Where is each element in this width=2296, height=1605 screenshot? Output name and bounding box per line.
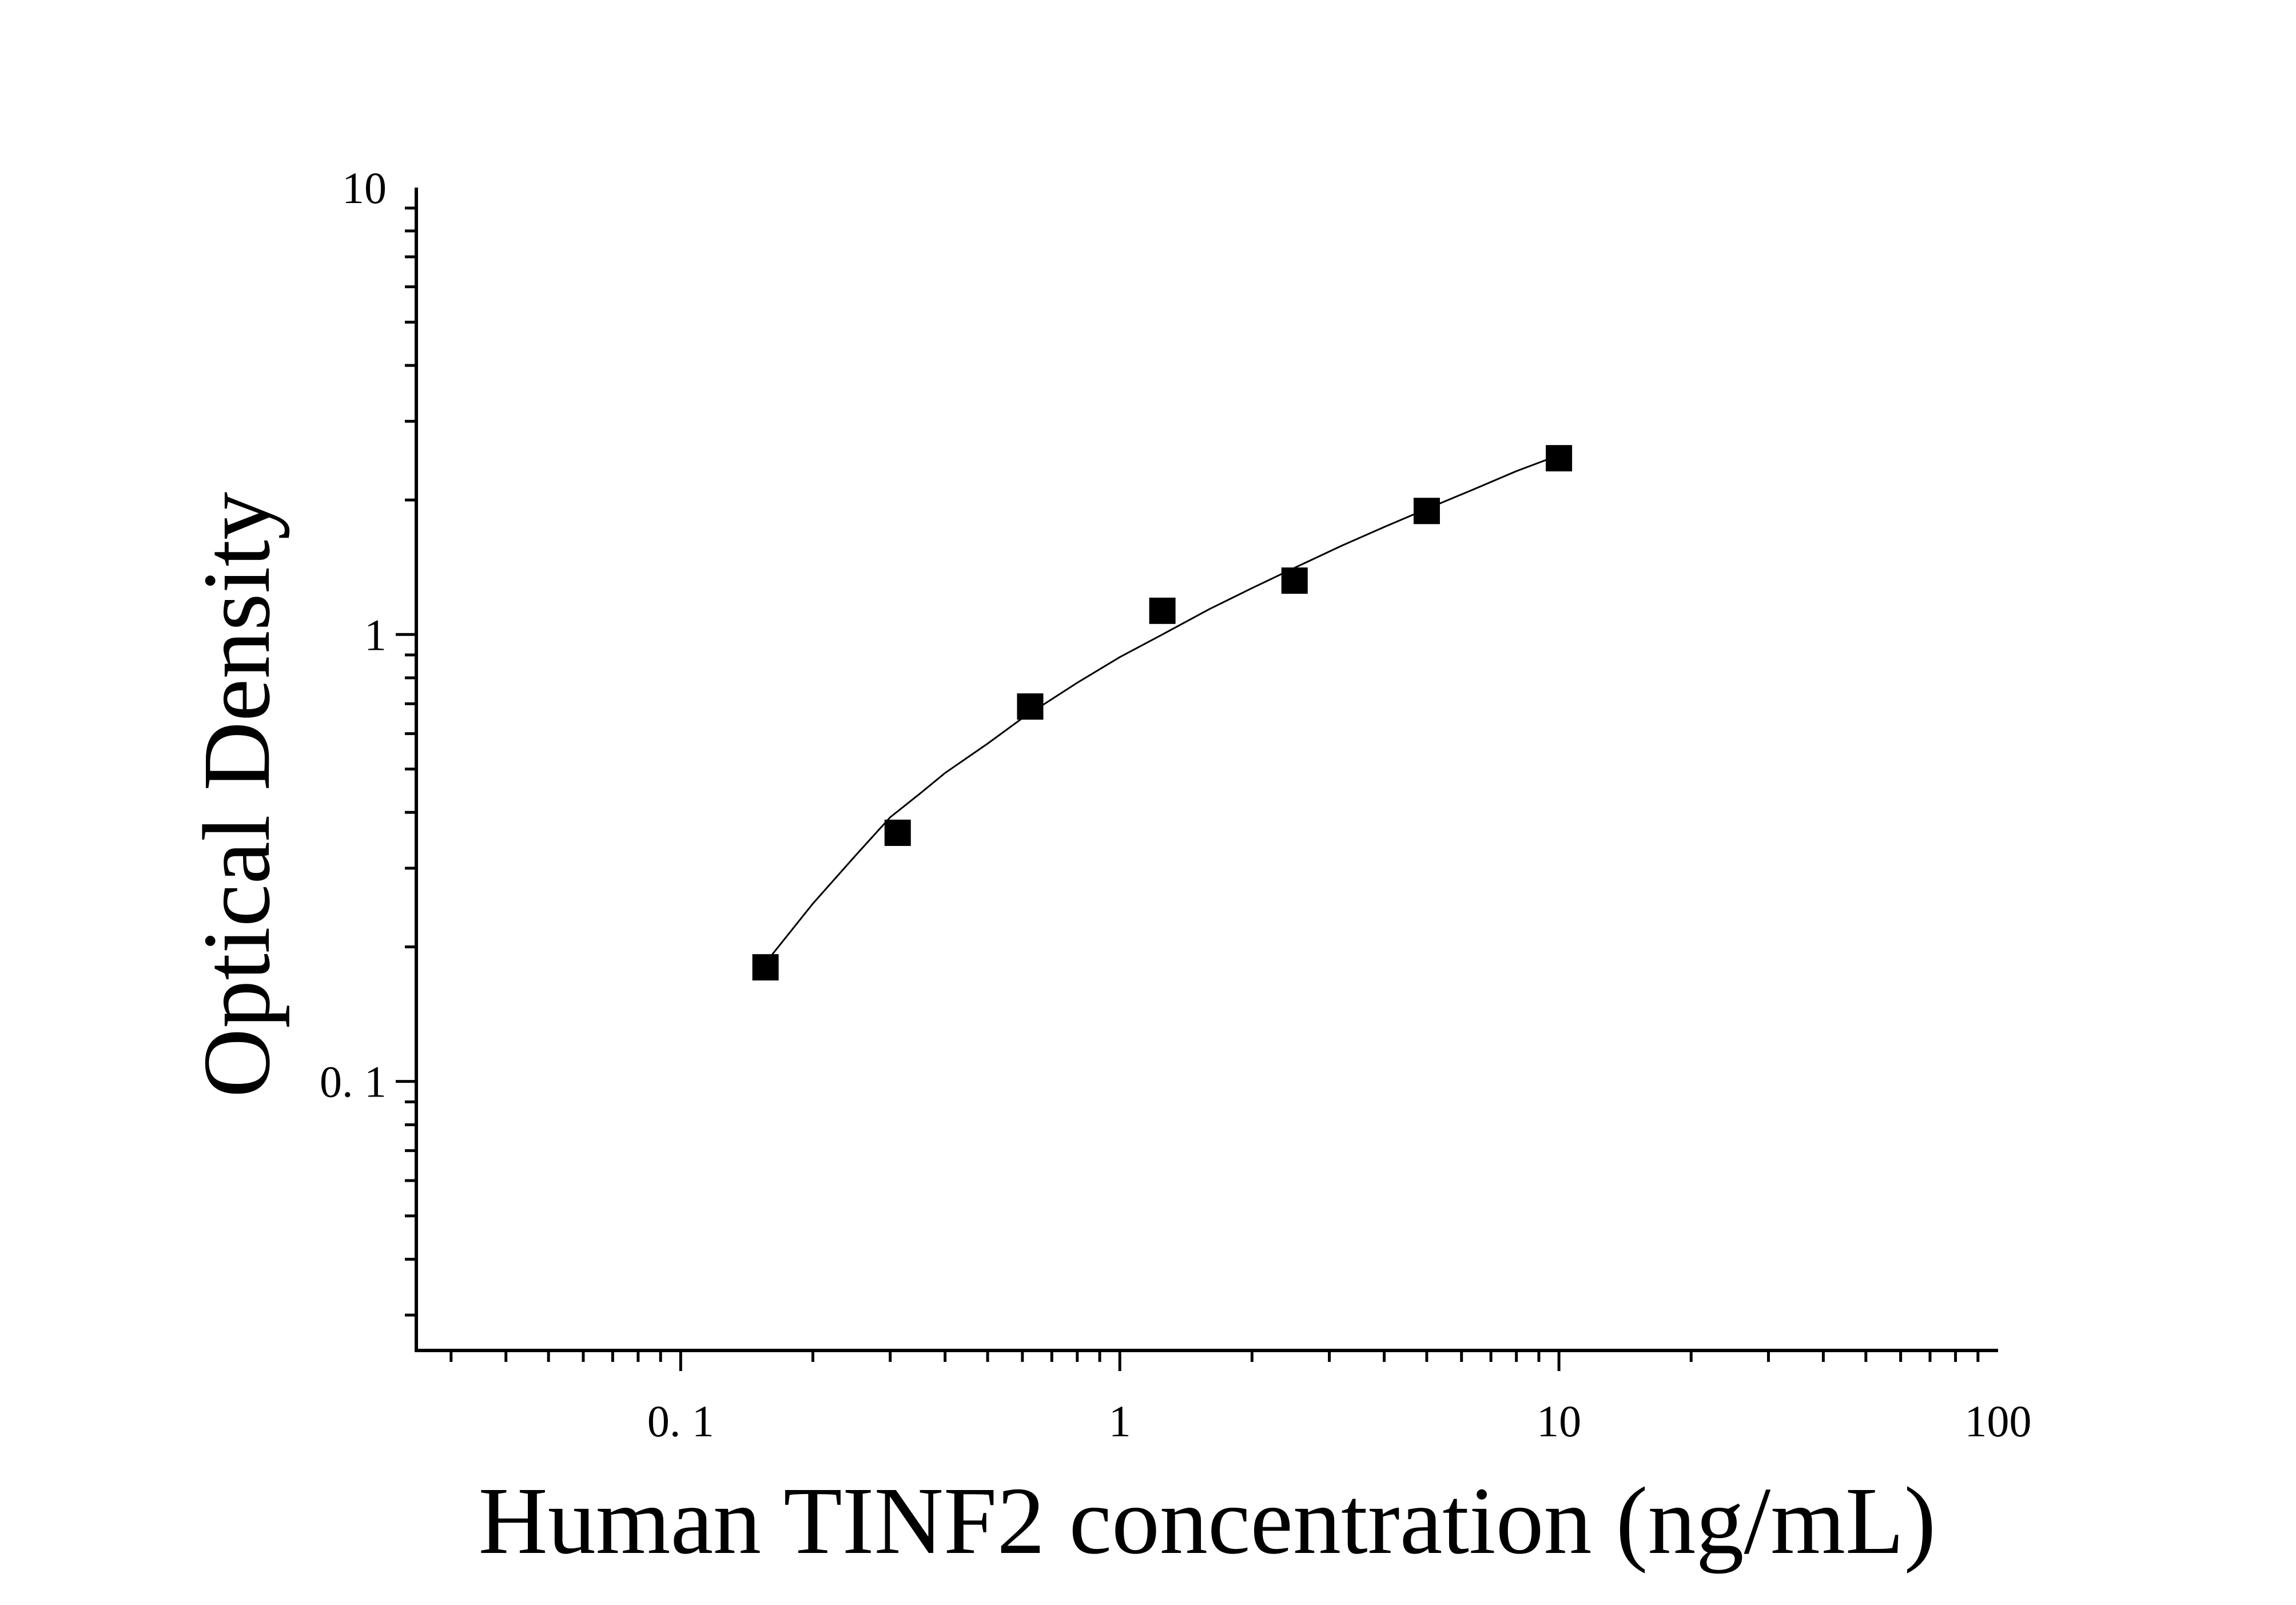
x-tick-label: 0. 1 xyxy=(647,1396,714,1446)
data-point xyxy=(884,819,911,846)
data-point xyxy=(1546,445,1573,472)
data-points xyxy=(752,445,1573,981)
data-point xyxy=(1281,567,1308,594)
data-point xyxy=(1149,597,1176,624)
data-point xyxy=(1413,498,1440,525)
data-point xyxy=(752,954,779,981)
y-tick-label: 0. 1 xyxy=(320,1057,387,1107)
y-tick-label: 1 xyxy=(364,610,387,660)
axis-ticks xyxy=(396,206,1980,1371)
y-axis-title: Optical Density xyxy=(184,492,290,1098)
data-point xyxy=(1017,693,1044,720)
axes xyxy=(415,188,1998,1352)
axis-tick-labels: 0. 1 1 10 100 0. 1 1 10 xyxy=(320,163,2032,1446)
x-axis-title: Human TINF2 concentration (ng/mL) xyxy=(479,1468,1936,1574)
x-tick-label: 10 xyxy=(1537,1396,1581,1446)
x-tick-label: 100 xyxy=(1965,1396,2032,1446)
x-tick-label: 1 xyxy=(1109,1396,1131,1446)
y-tick-label: 10 xyxy=(342,163,387,213)
fit-curve xyxy=(769,454,1559,958)
